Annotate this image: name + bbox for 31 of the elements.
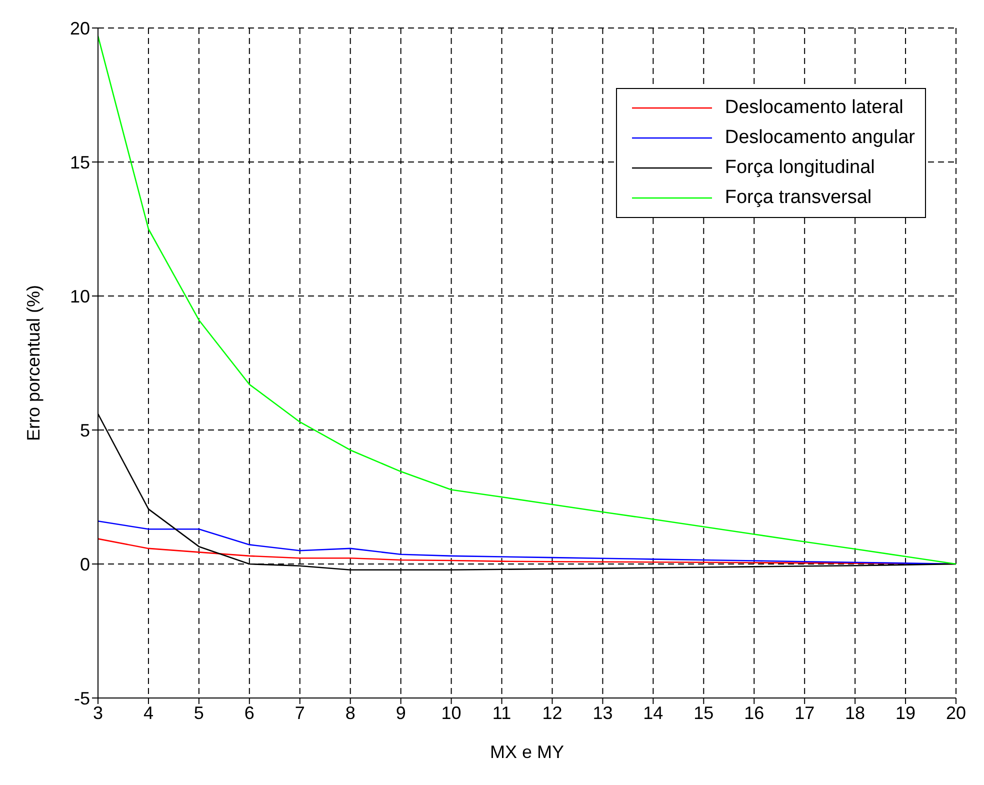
x-tick-label: 10	[441, 702, 462, 723]
y-axis-title: Erro porcentual (%)	[23, 284, 44, 442]
x-tick-label: 5	[194, 702, 204, 723]
x-tick-label: 8	[345, 702, 356, 723]
y-tick-label: -5	[74, 688, 90, 708]
legend-label: Deslocamento angular	[724, 127, 915, 149]
line-series	[98, 35, 956, 565]
x-tick-label: 12	[542, 702, 562, 723]
x-tick-label: 11	[492, 702, 512, 723]
x-tick-label: 18	[845, 702, 866, 723]
legend-label: Deslocamento lateral	[724, 97, 904, 119]
x-tick-label: 6	[244, 702, 254, 723]
x-tick-label: 3	[92, 702, 104, 723]
x-tick-label: 16	[744, 702, 764, 723]
x-tick-label: 20	[946, 702, 966, 723]
y-tick-label: 15	[70, 152, 90, 172]
x-tick-label: 9	[396, 702, 406, 723]
x-tick-label: 19	[896, 702, 916, 723]
y-tick-label: 0	[80, 554, 90, 574]
y-tick-label: 5	[80, 420, 90, 440]
x-tick-label: 14	[643, 702, 664, 723]
x-tick-label: 13	[592, 702, 613, 723]
legend-label: Força transversal	[724, 187, 872, 209]
x-axis-title: MX e MY	[490, 742, 564, 762]
y-tick-label: 10	[70, 286, 90, 306]
legend-label: Força longitudinal	[724, 157, 875, 179]
x-tick-label: 7	[294, 702, 305, 723]
x-tick-label: 4	[143, 702, 154, 723]
y-tick-label: 20	[70, 18, 90, 38]
x-tick-label: 15	[694, 702, 714, 723]
x-tick-label: 17	[794, 702, 815, 723]
